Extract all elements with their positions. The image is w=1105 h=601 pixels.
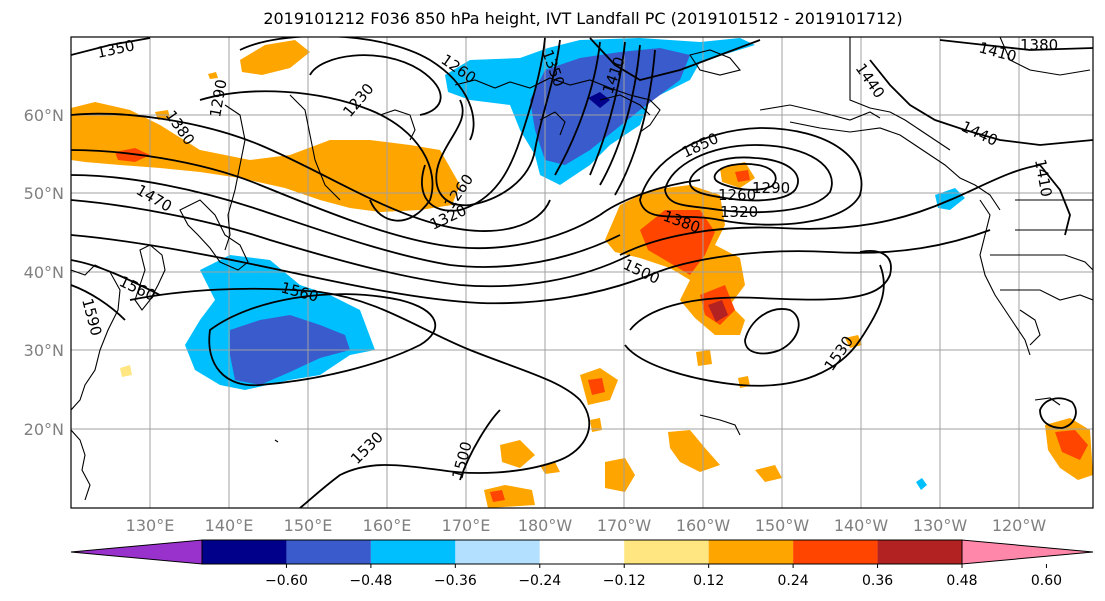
- colorbar-swatch: [539, 540, 625, 564]
- ivt-negative-shading: [185, 38, 965, 490]
- colorbar-swatch: [708, 540, 794, 564]
- colorbar-tick-label: 0.12: [693, 573, 724, 589]
- ivt-positive-shading: [71, 40, 1093, 508]
- lat-label: 20°N: [24, 420, 64, 439]
- lon-label: 150°W: [755, 516, 810, 535]
- map-title: 2019101212 F036 850 hPa height, IVT Land…: [263, 9, 903, 28]
- contour-label: 1440: [852, 60, 889, 102]
- colorbar-swatch: [877, 540, 962, 564]
- contour-label: 1500: [448, 439, 475, 481]
- map-frame: [70, 36, 1094, 509]
- colorbar-ticks: −0.60 −0.48 −0.36 −0.24 −0.12 0.12 0.24 0.36 0.4…: [265, 564, 1062, 589]
- colorbar-tick-label: 0.24: [778, 573, 809, 589]
- colorbar-tick-label: −0.24: [518, 573, 561, 589]
- contour-label: 1350: [95, 36, 136, 62]
- contour-label: 1530: [347, 428, 387, 468]
- colorbar-tick-label: −0.48: [349, 573, 392, 589]
- lon-label: 130°W: [913, 516, 968, 535]
- contour-label: 1320: [720, 203, 758, 221]
- contour-label: 1230: [339, 80, 377, 121]
- colorbar-extend-high: [961, 539, 1094, 565]
- lon-label: 120°W: [992, 516, 1047, 535]
- colorbar-swatch: [624, 540, 709, 564]
- lon-label: 140°E: [205, 516, 254, 535]
- lon-label: 170°E: [442, 516, 491, 535]
- lon-label: 150°E: [284, 516, 333, 535]
- colorbar-swatch: [286, 540, 371, 564]
- longitude-labels: 130°E 140°E 150°E 160°E 170°E 180°W 170°…: [126, 516, 1047, 535]
- colorbar-tick-label: −0.12: [603, 573, 646, 589]
- colorbar-tick-label: −0.60: [265, 573, 308, 589]
- contour-label: 1410: [977, 38, 1019, 65]
- lat-label: 30°N: [24, 341, 64, 360]
- contour-label: 1380: [1020, 36, 1058, 54]
- contour-label: 1560: [116, 272, 158, 304]
- colorbar-swatch: [455, 540, 540, 564]
- colorbar-swatch: [370, 540, 456, 564]
- lon-label: 170°W: [597, 516, 652, 535]
- contour-label: 1440: [958, 117, 1000, 149]
- colorbar-tick-label: 0.60: [1031, 573, 1062, 589]
- colorbar-tick-label: −0.36: [434, 573, 477, 589]
- lon-label: 160°W: [676, 516, 731, 535]
- contour-label: 1290: [752, 179, 790, 197]
- height-contours: [71, 37, 1093, 508]
- lon-label: 140°W: [834, 516, 889, 535]
- contour-label: 1410: [1031, 158, 1055, 199]
- latitude-labels: 60°N 50°N 40°N 30°N 20°N: [24, 106, 64, 439]
- map-panel: 1350 1260 1350 1410 1380 1410 1290 1230 …: [71, 36, 1093, 508]
- colorbar: −0.60 −0.48 −0.36 −0.24 −0.12 0.12 0.24 0.36 0.4…: [70, 539, 1094, 589]
- colorbar-swatch: [793, 540, 878, 564]
- coastlines: [71, 37, 1093, 501]
- colorbar-swatch: [202, 540, 287, 564]
- lon-label: 160°E: [363, 516, 412, 535]
- lat-label: 50°N: [24, 184, 64, 203]
- colorbar-tick-label: 0.36: [862, 573, 893, 589]
- lat-label: 60°N: [24, 106, 64, 125]
- colorbar-tick-label: 0.48: [946, 573, 977, 589]
- colorbar-boxes: [201, 539, 963, 565]
- contour-label: 1260: [718, 186, 756, 204]
- lat-label: 40°N: [24, 263, 64, 282]
- graticule: [71, 37, 1093, 508]
- lon-label: 130°E: [126, 516, 175, 535]
- contour-label: 1850: [679, 129, 721, 161]
- colorbar-extend-low: [70, 539, 203, 565]
- contour-label: 1290: [206, 78, 230, 119]
- lon-label: 180°W: [518, 516, 573, 535]
- contour-label: 1590: [78, 296, 105, 338]
